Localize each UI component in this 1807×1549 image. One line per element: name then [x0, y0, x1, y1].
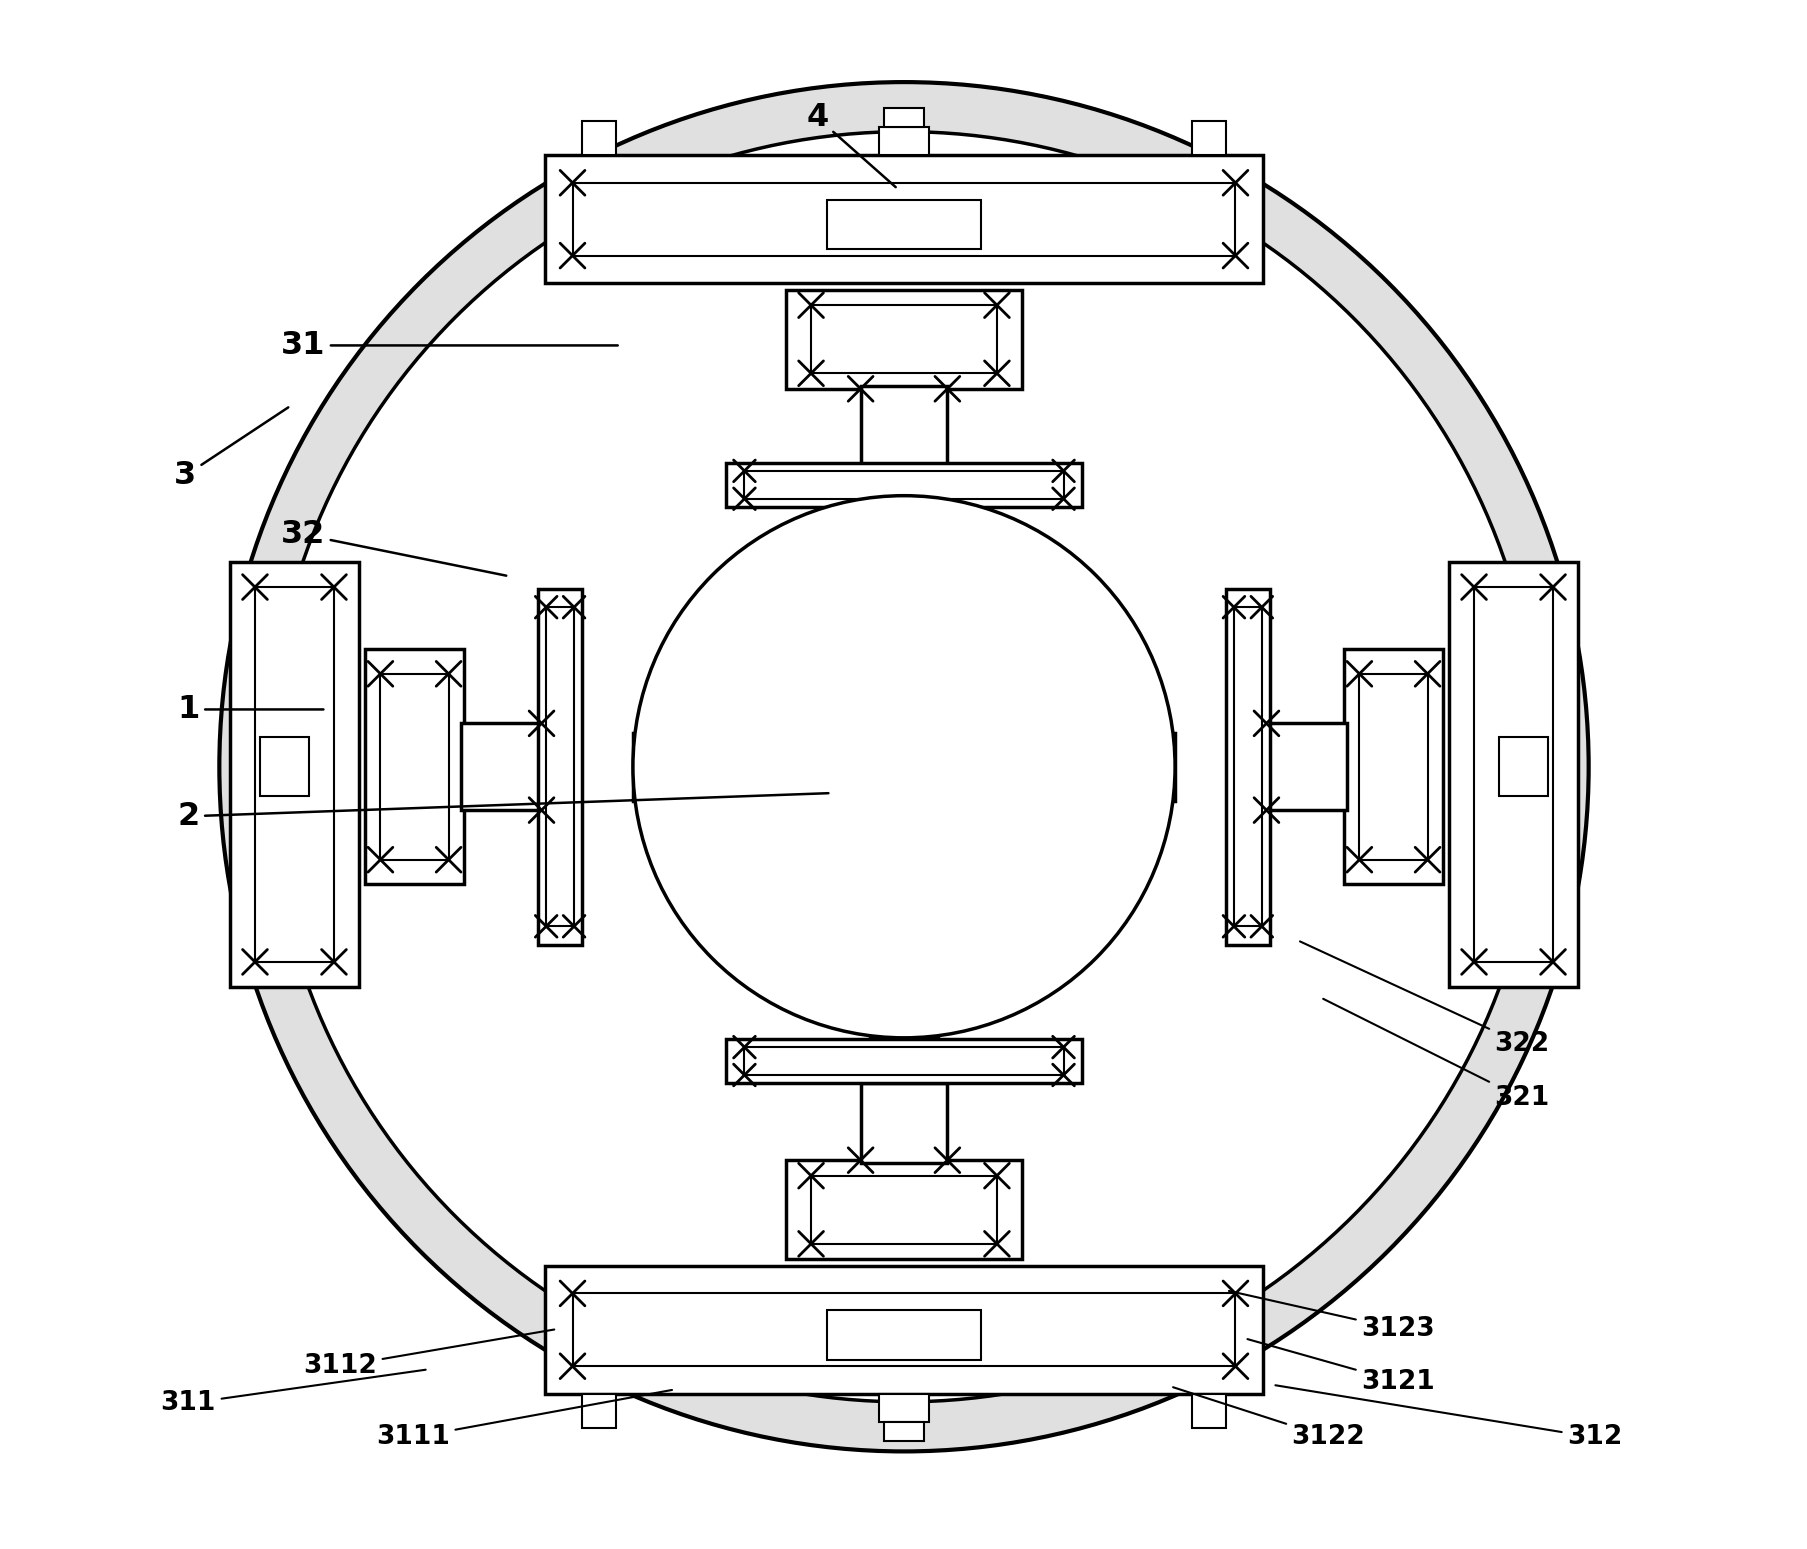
Text: 4: 4: [806, 102, 894, 187]
Polygon shape: [811, 305, 996, 373]
Polygon shape: [1449, 562, 1578, 987]
Text: 3111: 3111: [376, 1389, 672, 1450]
Circle shape: [632, 496, 1175, 1038]
Polygon shape: [573, 1293, 1234, 1366]
Polygon shape: [1343, 649, 1442, 884]
Polygon shape: [884, 1422, 923, 1441]
Text: 3: 3: [173, 407, 287, 491]
Polygon shape: [878, 127, 929, 155]
Text: 3112: 3112: [304, 1329, 555, 1379]
Polygon shape: [725, 463, 1082, 507]
Polygon shape: [365, 649, 464, 884]
Text: 3122: 3122: [1173, 1388, 1364, 1450]
Polygon shape: [632, 733, 685, 801]
Polygon shape: [826, 1310, 981, 1360]
Polygon shape: [1232, 607, 1261, 926]
Polygon shape: [544, 155, 1263, 283]
Polygon shape: [582, 1394, 616, 1428]
Circle shape: [269, 132, 1538, 1402]
Polygon shape: [811, 1176, 996, 1244]
Polygon shape: [546, 607, 575, 926]
Polygon shape: [884, 108, 923, 127]
Text: 312: 312: [1274, 1385, 1621, 1450]
Polygon shape: [538, 589, 582, 945]
Polygon shape: [744, 471, 1063, 499]
Polygon shape: [786, 290, 1021, 389]
Text: 3123: 3123: [1229, 1290, 1435, 1341]
Polygon shape: [1191, 121, 1225, 155]
Polygon shape: [255, 587, 334, 962]
Polygon shape: [1265, 723, 1346, 810]
Polygon shape: [869, 496, 938, 548]
Text: 322: 322: [1299, 942, 1549, 1056]
Polygon shape: [878, 1394, 929, 1422]
Polygon shape: [860, 1083, 947, 1163]
Text: 31: 31: [280, 330, 618, 361]
Polygon shape: [1191, 1394, 1225, 1428]
Circle shape: [219, 82, 1588, 1451]
Polygon shape: [1359, 674, 1428, 860]
Polygon shape: [786, 1160, 1021, 1259]
Polygon shape: [229, 562, 358, 987]
Polygon shape: [379, 674, 448, 860]
Text: 321: 321: [1323, 999, 1549, 1111]
Polygon shape: [260, 737, 309, 796]
Polygon shape: [860, 386, 947, 469]
Polygon shape: [869, 985, 938, 1038]
Polygon shape: [1225, 589, 1269, 945]
Text: 3121: 3121: [1247, 1338, 1435, 1394]
Polygon shape: [725, 1039, 1082, 1083]
Text: 2: 2: [177, 793, 828, 832]
Polygon shape: [573, 183, 1234, 256]
Text: 1: 1: [177, 694, 323, 725]
Text: 32: 32: [280, 519, 506, 576]
Polygon shape: [826, 200, 981, 249]
Polygon shape: [1122, 733, 1175, 801]
Polygon shape: [1473, 587, 1552, 962]
Text: 311: 311: [161, 1369, 425, 1416]
Polygon shape: [1498, 737, 1547, 796]
Polygon shape: [582, 121, 616, 155]
Polygon shape: [461, 723, 542, 810]
Polygon shape: [544, 1266, 1263, 1394]
Polygon shape: [744, 1047, 1063, 1075]
